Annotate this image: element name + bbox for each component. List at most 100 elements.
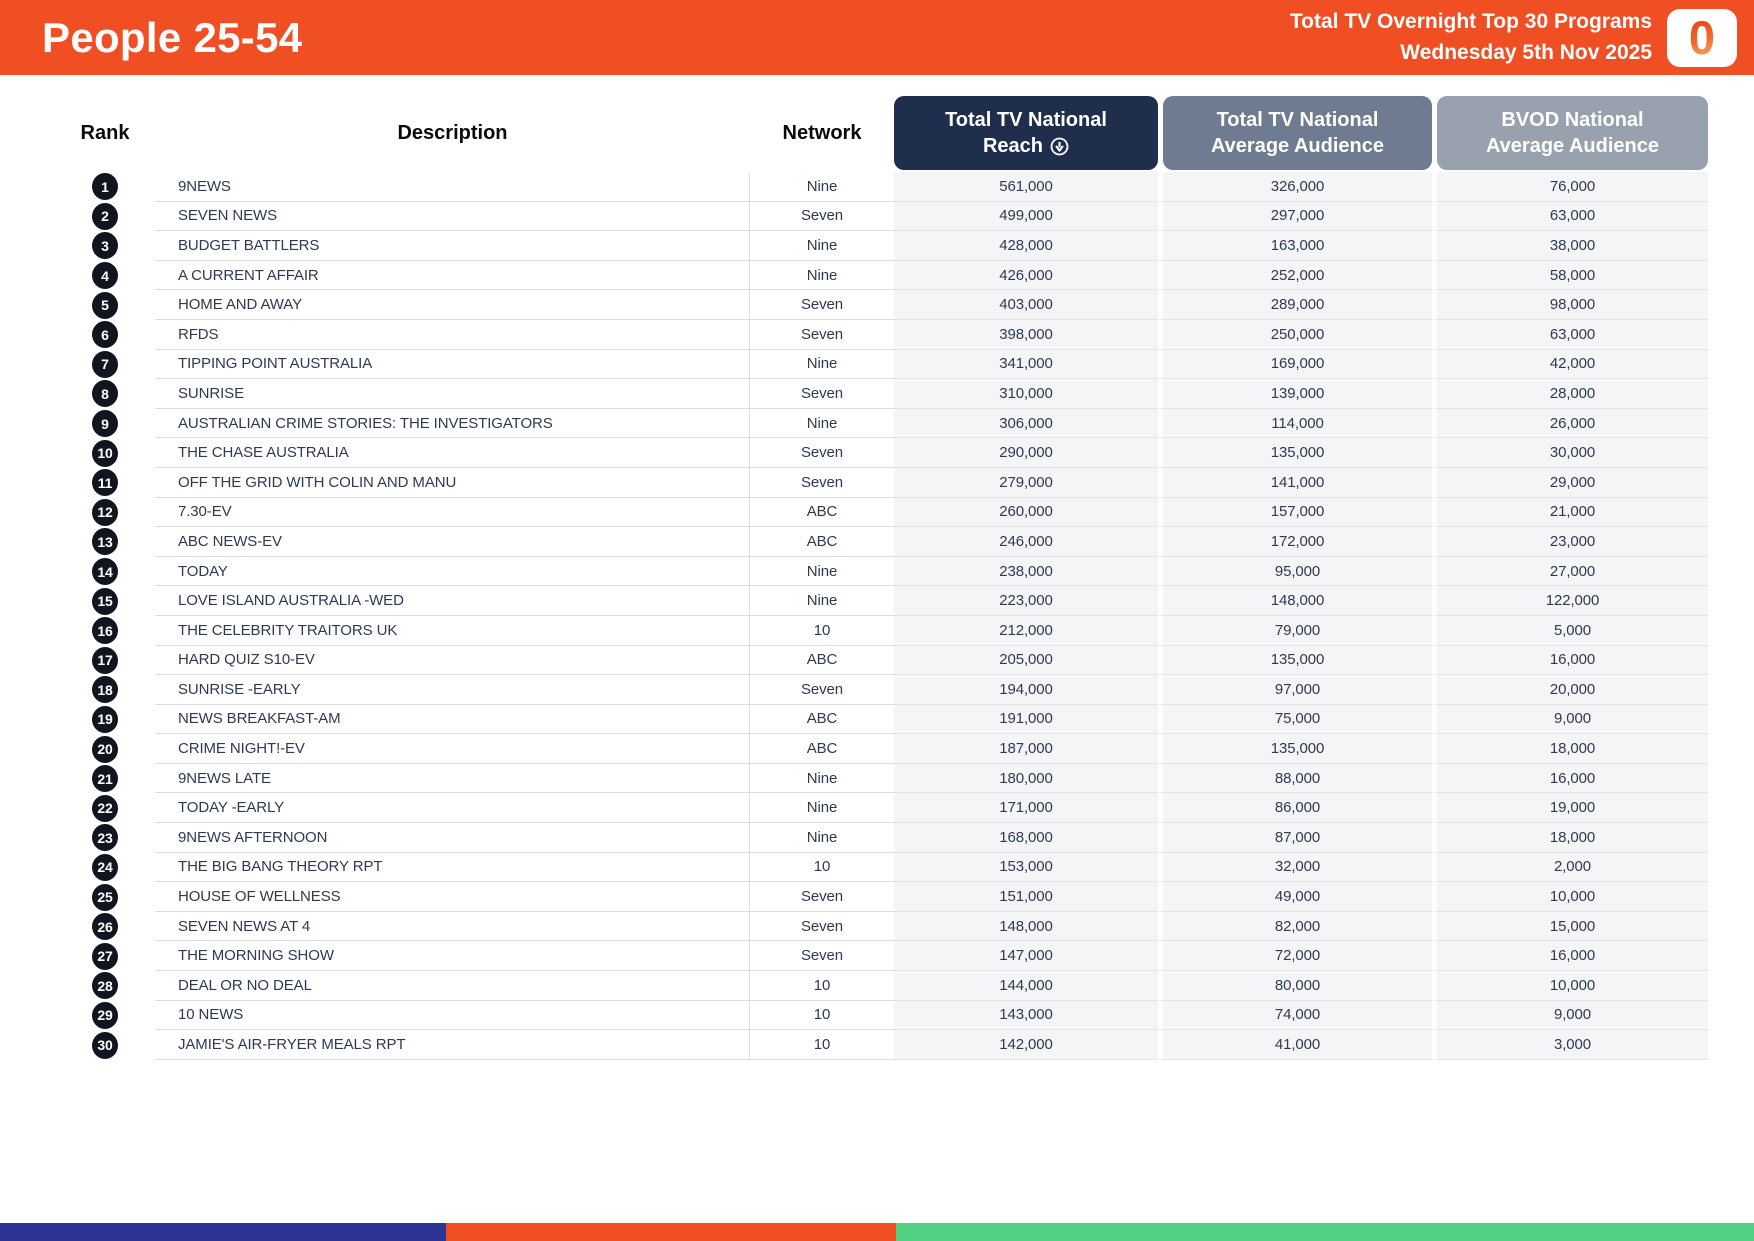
reach-value: 499,000	[894, 201, 1158, 232]
program-network: 10	[750, 971, 894, 1001]
program-description: SEVEN NEWS AT 4	[155, 911, 750, 942]
rank-cell: 20	[55, 734, 155, 764]
bvod-audience-value: 10,000	[1432, 882, 1708, 912]
header-bvod-national-average-audience[interactable]: BVOD National Average Audience	[1437, 96, 1708, 170]
program-description: A CURRENT AFFAIR	[155, 260, 750, 291]
header-network: Network	[782, 121, 862, 144]
program-network: 10	[750, 853, 894, 883]
program-description: THE CHASE AUSTRALIA	[155, 438, 750, 468]
average-audience-value: 79,000	[1158, 615, 1432, 646]
rank-cell: 6	[55, 320, 155, 350]
program-description: OFF THE GRID WITH COLIN AND MANU	[155, 467, 750, 498]
average-audience-value: 326,000	[1158, 172, 1432, 202]
bvod-audience-value: 16,000	[1432, 763, 1708, 794]
header-description: Description	[397, 121, 508, 144]
average-audience-value: 80,000	[1158, 971, 1432, 1001]
average-audience-value: 135,000	[1158, 734, 1432, 764]
rank-badge: 27	[92, 942, 118, 970]
rank-badge: 17	[92, 646, 118, 674]
table-row: 17 HARD QUIZ S10-EV ABC 205,000 135,000 16,00…	[55, 645, 1708, 676]
program-description: AUSTRALIAN CRIME STORIES: THE INVESTIGAT…	[155, 408, 750, 439]
bvod-audience-value: 23,000	[1432, 527, 1708, 557]
program-description: 9NEWS AFTERNOON	[155, 823, 750, 853]
bvod-audience-value: 19,000	[1432, 793, 1708, 824]
reach-value: 238,000	[894, 556, 1158, 587]
average-audience-value: 32,000	[1158, 852, 1432, 883]
average-audience-value: 148,000	[1158, 586, 1432, 616]
program-network: Seven	[750, 912, 894, 942]
average-audience-value: 250,000	[1158, 319, 1432, 350]
program-network: Nine	[750, 172, 894, 202]
program-network: ABC	[750, 498, 894, 528]
rank-badge: 9	[92, 410, 118, 438]
program-description: THE MORNING SHOW	[155, 941, 750, 972]
average-audience-value: 49,000	[1158, 882, 1432, 912]
oztam-logo-glyph: 0	[1688, 11, 1716, 64]
program-description: HOUSE OF WELLNESS	[155, 882, 750, 912]
bvod-audience-value: 122,000	[1432, 586, 1708, 616]
program-description: HOME AND AWAY	[155, 290, 750, 320]
bvod-audience-value: 38,000	[1432, 231, 1708, 261]
program-network: ABC	[750, 646, 894, 676]
program-network: Seven	[750, 675, 894, 705]
program-network: ABC	[750, 734, 894, 764]
reach-value: 290,000	[894, 438, 1158, 468]
header-rank: Rank	[80, 121, 130, 144]
rank-badge: 6	[92, 321, 118, 349]
table-row: 26 SEVEN NEWS AT 4 Seven 148,000 82,000 15,00…	[55, 911, 1708, 942]
rank-cell: 14	[55, 557, 155, 587]
rank-cell: 18	[55, 675, 155, 705]
rank-cell: 22	[55, 793, 155, 823]
rank-badge: 7	[92, 350, 118, 378]
footer-segment-orange	[445, 1223, 897, 1241]
program-description: 9NEWS LATE	[155, 763, 750, 794]
program-description: THE BIG BANG THEORY RPT	[155, 852, 750, 883]
program-network: Nine	[750, 557, 894, 587]
footer-segment-blue	[0, 1223, 446, 1241]
program-description: SEVEN NEWS	[155, 201, 750, 232]
rank-badge: 14	[92, 558, 118, 586]
program-network: ABC	[750, 527, 894, 557]
rank-badge: 25	[92, 883, 118, 911]
sort-descending-icon	[1050, 137, 1069, 155]
rank-badge: 19	[92, 705, 118, 733]
reach-value: 153,000	[894, 852, 1158, 883]
bvod-audience-value: 2,000	[1432, 852, 1708, 883]
reach-value: 151,000	[894, 882, 1158, 912]
header-total-tv-national-reach[interactable]: Total TV National Reach	[894, 96, 1158, 170]
table-row: 9 AUSTRALIAN CRIME STORIES: THE INVESTIGA…	[55, 408, 1708, 439]
bvod-audience-value: 28,000	[1432, 379, 1708, 409]
program-network: Seven	[750, 202, 894, 232]
reach-value: 212,000	[894, 615, 1158, 646]
average-audience-value: 252,000	[1158, 260, 1432, 291]
table-row: 14 TODAY Nine 238,000 95,000 27,000	[55, 556, 1708, 587]
rank-cell: 7	[55, 350, 155, 380]
program-network: ABC	[750, 705, 894, 735]
reach-value: 142,000	[894, 1030, 1158, 1060]
table-row: 19 NEWS BREAKFAST-AM ABC 191,000 75,000 9,000	[55, 704, 1708, 735]
rank-cell: 23	[55, 823, 155, 853]
reach-value: 398,000	[894, 319, 1158, 350]
bvod-audience-value: 30,000	[1432, 438, 1708, 468]
table-row: 27 THE MORNING SHOW Seven 147,000 72,000 16,0…	[55, 941, 1708, 972]
report-date: Wednesday 5th Nov 2025	[1400, 40, 1652, 64]
average-audience-value: 95,000	[1158, 556, 1432, 587]
rank-cell: 9	[55, 409, 155, 439]
program-network: Nine	[750, 350, 894, 380]
top30-table: Rank Description Network Total TV Nation…	[55, 96, 1708, 1060]
rank-badge: 3	[92, 232, 118, 260]
rank-badge: 26	[92, 913, 118, 941]
rank-badge: 10	[92, 439, 118, 467]
rank-badge: 24	[92, 853, 118, 881]
reach-value: 194,000	[894, 675, 1158, 705]
program-description: CRIME NIGHT!-EV	[155, 734, 750, 764]
average-audience-value: 297,000	[1158, 201, 1432, 232]
rank-badge: 8	[92, 380, 118, 408]
program-network: Seven	[750, 941, 894, 972]
bvod-audience-value: 10,000	[1432, 971, 1708, 1001]
program-network: 10	[750, 616, 894, 646]
header-total-tv-national-average-audience[interactable]: Total TV National Average Audience	[1163, 96, 1432, 170]
bvod-audience-value: 27,000	[1432, 556, 1708, 587]
rank-cell: 2	[55, 202, 155, 232]
program-description: TODAY -EARLY	[155, 793, 750, 824]
